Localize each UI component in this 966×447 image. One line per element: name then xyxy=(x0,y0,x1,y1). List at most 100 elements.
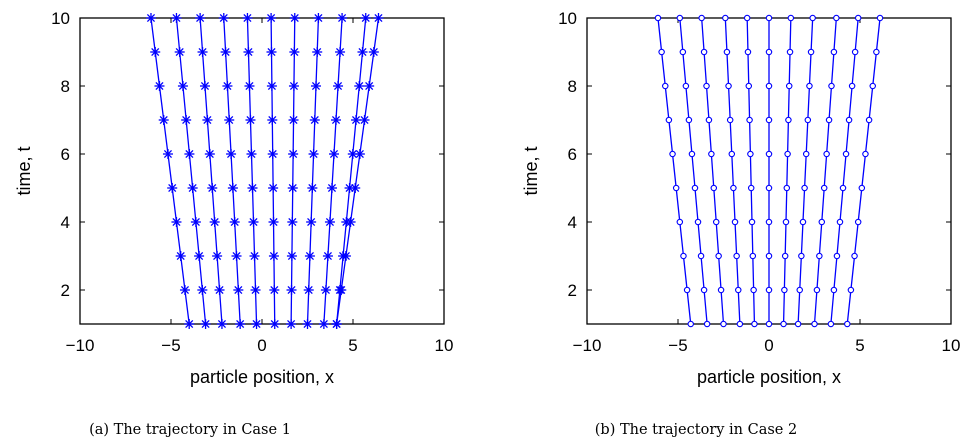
data-point xyxy=(858,184,866,192)
data-point xyxy=(266,81,277,91)
data-point xyxy=(312,47,323,57)
trajectory-line xyxy=(175,17,207,325)
data-point xyxy=(845,116,853,124)
data-point xyxy=(197,47,208,57)
data-point xyxy=(813,286,821,294)
x-tick-label: −5 xyxy=(161,336,180,355)
data-point xyxy=(336,285,347,295)
data-point xyxy=(687,320,694,328)
data-point xyxy=(804,116,812,124)
data-point xyxy=(836,218,844,226)
x-axis-label: particle position, x xyxy=(697,367,841,387)
data-point xyxy=(337,13,348,23)
data-point xyxy=(207,183,218,193)
data-point xyxy=(700,48,708,56)
data-point xyxy=(749,252,757,260)
data-point xyxy=(765,82,773,90)
data-point xyxy=(694,218,702,226)
data-point xyxy=(765,150,773,158)
data-point xyxy=(286,285,297,295)
data-point xyxy=(809,14,816,22)
data-point xyxy=(781,252,789,260)
data-point xyxy=(697,252,705,260)
data-point xyxy=(287,183,298,193)
trajectory-line xyxy=(223,17,241,325)
data-point xyxy=(736,320,744,328)
data-point xyxy=(851,48,859,56)
data-point xyxy=(246,149,257,159)
data-point xyxy=(184,149,195,159)
data-point xyxy=(322,251,333,261)
data-point xyxy=(802,150,810,158)
data-point xyxy=(288,81,299,91)
y-tick-label: 2 xyxy=(61,281,70,300)
data-point xyxy=(357,47,368,57)
data-point xyxy=(710,184,718,192)
trajectory-line xyxy=(246,17,258,325)
data-point xyxy=(745,82,753,90)
data-point xyxy=(700,286,708,294)
data-point xyxy=(187,183,198,193)
data-point xyxy=(310,81,321,91)
data-point xyxy=(811,320,818,328)
data-point xyxy=(364,81,375,91)
x-tick-label: 0 xyxy=(764,336,773,355)
data-point xyxy=(267,115,278,125)
data-point xyxy=(862,150,869,158)
data-point xyxy=(854,14,862,22)
x-tick-label: 0 xyxy=(257,336,266,355)
data-point xyxy=(747,184,755,192)
data-point xyxy=(288,115,299,125)
trajectory-line xyxy=(813,17,837,325)
data-point xyxy=(780,320,787,328)
data-point xyxy=(782,218,790,226)
trajectory-line xyxy=(306,17,320,325)
data-point xyxy=(214,285,225,295)
data-point xyxy=(243,47,254,57)
data-point xyxy=(847,286,855,294)
data-point xyxy=(731,218,739,226)
data-point xyxy=(302,319,313,329)
data-point xyxy=(326,183,337,193)
data-point xyxy=(318,319,329,329)
data-point xyxy=(820,184,828,192)
data-point xyxy=(307,183,318,193)
data-point xyxy=(765,14,773,22)
y-tick-label: 8 xyxy=(568,77,577,96)
data-point xyxy=(746,116,753,124)
data-point xyxy=(765,286,773,294)
data-point xyxy=(765,320,773,328)
data-point xyxy=(266,13,277,23)
data-point xyxy=(676,218,684,226)
data-point xyxy=(765,252,773,260)
data-point xyxy=(785,82,793,90)
data-point xyxy=(851,252,858,260)
data-point xyxy=(801,184,808,192)
trajectory-line xyxy=(335,17,380,325)
y-axis-label: time, t xyxy=(521,146,541,195)
trajectory-line xyxy=(199,17,223,325)
trajectory-line xyxy=(270,17,276,325)
data-point xyxy=(691,184,699,192)
data-point xyxy=(303,285,314,295)
data-point xyxy=(194,251,205,261)
data-point xyxy=(177,81,188,91)
data-point xyxy=(286,319,297,329)
data-point xyxy=(268,217,279,227)
data-point xyxy=(320,285,331,295)
data-point xyxy=(150,47,161,57)
data-point xyxy=(331,115,342,125)
plot-frame xyxy=(79,17,445,325)
data-point xyxy=(222,81,233,91)
data-point xyxy=(730,184,737,192)
data-point xyxy=(682,82,690,90)
data-point xyxy=(712,218,720,226)
data-point xyxy=(794,320,802,328)
data-point xyxy=(876,14,884,22)
trajectory-line xyxy=(150,17,190,325)
chart-panel-b: −10 −5 0 5 10 2 4 6 8 10 particle position, x time,… xyxy=(521,9,960,438)
data-point xyxy=(328,149,339,159)
y-tick-label: 6 xyxy=(568,145,577,164)
data-point xyxy=(354,149,365,159)
data-point xyxy=(733,252,740,260)
